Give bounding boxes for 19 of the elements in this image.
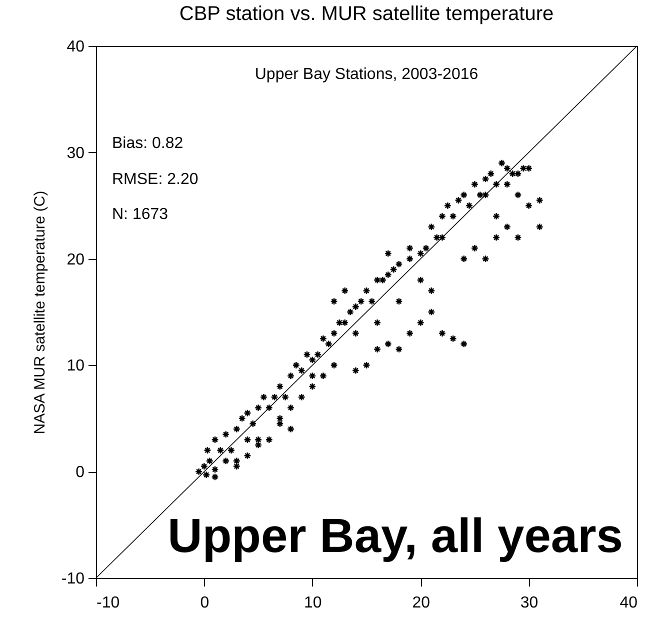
x-tick-label: 40 [620,594,638,612]
y-tick-label: 30 [66,144,85,162]
y-tick-label: 10 [66,358,85,375]
x-tick-label: 30 [520,594,538,612]
y-tick-label: 0 [76,464,85,482]
y-tick-label: -10 [61,570,85,588]
annotation: RMSE: 2.20 [112,171,198,188]
chart-title: CBP station vs. MUR satellite temperature [179,3,554,25]
x-tick-label: -10 [96,594,120,612]
annotation: Upper Bay, all years [168,510,623,563]
annotation: Upper Bay Stations, 2003-2016 [254,66,478,83]
y-axis-title: NASA MUR satellite temperature (C) [31,190,48,434]
annotation: Bias: 0.82 [112,135,184,152]
annotation: N: 1673 [112,206,168,223]
y-tick-label: 40 [66,38,85,56]
y-tick-label: 20 [66,251,85,268]
x-tick-label: 10 [304,594,322,612]
x-tick-label: 0 [200,594,210,612]
x-tick-label: 20 [412,594,430,612]
